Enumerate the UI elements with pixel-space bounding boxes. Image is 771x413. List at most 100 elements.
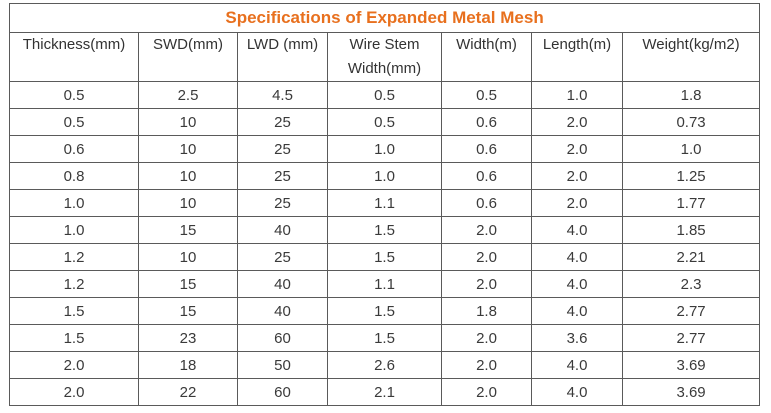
table-cell: 2.0 — [441, 270, 532, 298]
table-cell: 4.5 — [237, 81, 328, 109]
table-row: 0.6 10 25 1.0 0.6 2.0 1.0 — [9, 135, 761, 163]
table-cell: 10 — [138, 108, 238, 136]
table-cell: 25 — [237, 162, 328, 190]
table-row: 1.2 10 25 1.5 2.0 4.0 2.21 — [9, 243, 761, 271]
table-cell: 2.5 — [138, 81, 238, 109]
table-cell: 1.8 — [441, 297, 532, 325]
table-cell: 0.5 — [327, 108, 442, 136]
table-cell: 2.0 — [441, 243, 532, 271]
column-header: Length(m) — [531, 32, 623, 82]
table-cell: 10 — [138, 243, 238, 271]
table-cell: 2.0 — [9, 378, 139, 406]
table-cell: 1.5 — [327, 297, 442, 325]
title-row: Specifications of Expanded Metal Mesh — [8, 3, 761, 33]
table-cell: 60 — [237, 378, 328, 406]
table-cell: 1.0 — [327, 135, 442, 163]
table-row: 0.8 10 25 1.0 0.6 2.0 1.25 — [9, 162, 761, 190]
table-cell: 10 — [138, 162, 238, 190]
table-cell: 1.85 — [621, 216, 761, 244]
table-cell: 2.0 — [531, 108, 623, 136]
table-cell: 25 — [237, 108, 328, 136]
table-cell: 0.5 — [9, 108, 139, 136]
table-cell: 18 — [138, 351, 238, 379]
table-cell: 0.6 — [441, 108, 532, 136]
table-cell: 4.0 — [531, 216, 623, 244]
table-cell: 1.5 — [9, 324, 139, 352]
column-header: SWD(mm) — [138, 32, 238, 82]
table-row: 1.5 15 40 1.5 1.8 4.0 2.77 — [9, 297, 761, 325]
table-cell: 40 — [237, 216, 328, 244]
table-cell: 23 — [138, 324, 238, 352]
column-header: LWD (mm) — [237, 32, 328, 82]
table-cell: 60 — [237, 324, 328, 352]
column-header: Width(m) — [441, 32, 532, 82]
column-header: Weight(kg/m2) — [621, 32, 761, 82]
table-cell: 25 — [237, 135, 328, 163]
table-row: 1.0 10 25 1.1 0.6 2.0 1.77 — [9, 189, 761, 217]
table-cell: 15 — [138, 270, 238, 298]
table-cell: 1.0 — [9, 216, 139, 244]
table-cell: 2.6 — [327, 351, 442, 379]
table-cell: 3.6 — [531, 324, 623, 352]
table-row: 2.0 22 60 2.1 2.0 4.0 3.69 — [9, 378, 761, 406]
table-cell: 1.77 — [621, 189, 761, 217]
table-cell: 0.5 — [9, 81, 139, 109]
table-cell: 40 — [237, 297, 328, 325]
table-cell: 0.5 — [441, 81, 532, 109]
table-cell: 1.5 — [327, 243, 442, 271]
table-cell: 15 — [138, 216, 238, 244]
table-cell: 2.0 — [441, 378, 532, 406]
table-cell: 1.5 — [9, 297, 139, 325]
table-row: 0.5 10 25 0.5 0.6 2.0 0.73 — [9, 108, 761, 136]
table-row: 0.5 2.5 4.5 0.5 0.5 1.0 1.8 — [9, 81, 761, 109]
table-cell: 1.1 — [327, 189, 442, 217]
table-cell: 1.0 — [9, 189, 139, 217]
table-cell: 1.0 — [327, 162, 442, 190]
column-header: Thickness(mm) — [9, 32, 139, 82]
table-cell: 0.5 — [327, 81, 442, 109]
table-cell: 10 — [138, 135, 238, 163]
table-cell: 1.0 — [621, 135, 761, 163]
table-cell: 2.21 — [621, 243, 761, 271]
spec-table: Specifications of Expanded Metal Mesh Th… — [8, 3, 761, 406]
table-cell: 3.69 — [621, 351, 761, 379]
table-cell: 10 — [138, 189, 238, 217]
table-cell: 15 — [138, 297, 238, 325]
table-cell: 2.0 — [531, 162, 623, 190]
table-cell: 4.0 — [531, 297, 623, 325]
table-cell: 0.73 — [621, 108, 761, 136]
table-cell: 1.1 — [327, 270, 442, 298]
column-header: Wire Stem Width(mm) — [327, 32, 442, 82]
table-cell: 0.6 — [441, 135, 532, 163]
header-row: Thickness(mm) SWD(mm) LWD (mm) Wire Stem Wi… — [9, 32, 761, 82]
table-row: 1.2 15 40 1.1 2.0 4.0 2.3 — [9, 270, 761, 298]
table-cell: 1.5 — [327, 324, 442, 352]
table-cell: 1.2 — [9, 243, 139, 271]
table-cell: 1.5 — [327, 216, 442, 244]
table-row: 1.0 15 40 1.5 2.0 4.0 1.85 — [9, 216, 761, 244]
table-head: Specifications of Expanded Metal Mesh Th… — [8, 3, 761, 82]
table-cell: 2.0 — [531, 135, 623, 163]
table-cell: 2.3 — [621, 270, 761, 298]
table-cell: 1.0 — [531, 81, 623, 109]
table-cell: 4.0 — [531, 243, 623, 271]
table-cell: 2.0 — [441, 324, 532, 352]
table-cell: 1.25 — [621, 162, 761, 190]
table-cell: 40 — [237, 270, 328, 298]
table-cell: 2.0 — [9, 351, 139, 379]
table-cell: 22 — [138, 378, 238, 406]
table-cell: 4.0 — [531, 351, 623, 379]
table-body: 0.5 2.5 4.5 0.5 0.5 1.0 1.8 0.5 10 25 0.5 0.6 2.0 0.7… — [9, 81, 761, 406]
table-cell: 0.6 — [441, 189, 532, 217]
table-cell: 2.0 — [441, 216, 532, 244]
table-cell: 1.8 — [621, 81, 761, 109]
table-cell: 25 — [237, 189, 328, 217]
table-cell: 25 — [237, 243, 328, 271]
table-cell: 2.77 — [621, 297, 761, 325]
table-row: 1.5 23 60 1.5 2.0 3.6 2.77 — [9, 324, 761, 352]
table-cell: 50 — [237, 351, 328, 379]
table-cell: 0.6 — [441, 162, 532, 190]
table-cell: 2.0 — [441, 351, 532, 379]
table-cell: 3.69 — [621, 378, 761, 406]
